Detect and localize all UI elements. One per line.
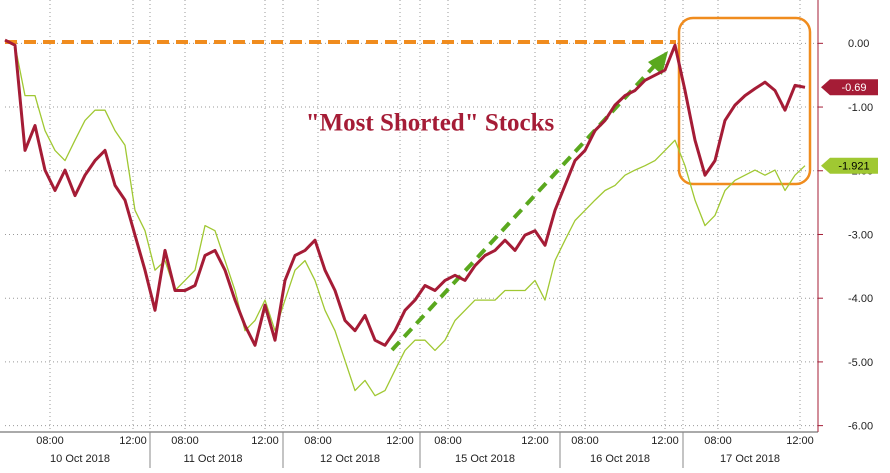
day-label: 17 Oct 2018 xyxy=(720,453,780,465)
arrow-head xyxy=(648,51,668,75)
x-tick-label: 08:00 xyxy=(571,435,599,447)
day-label: 10 Oct 2018 xyxy=(50,453,110,465)
x-tick-label: 12:00 xyxy=(521,435,549,447)
x-tick-label: 08:00 xyxy=(304,435,332,447)
x-tick-label: 08:00 xyxy=(434,435,462,447)
x-tick-label: 12:00 xyxy=(786,435,814,447)
day-label: 15 Oct 2018 xyxy=(455,453,515,465)
day-label: 12 Oct 2018 xyxy=(320,453,380,465)
y-tick-label: -6.00 xyxy=(848,421,873,433)
x-tick-label: 08:00 xyxy=(171,435,199,447)
lines xyxy=(4,38,806,397)
annotation: "Most Shorted" Stocks xyxy=(306,110,555,137)
grid-layer xyxy=(5,0,818,432)
x-tick-label: 12:00 xyxy=(386,435,414,447)
y-tick-label: -3.00 xyxy=(848,229,873,241)
x-tick-label: 12:00 xyxy=(251,435,279,447)
last-value-label: -1.921 xyxy=(838,161,869,173)
x-tick-label: 08:00 xyxy=(704,435,732,447)
day-label: 11 Oct 2018 xyxy=(183,453,242,465)
series-line xyxy=(4,39,806,397)
trend-arrow xyxy=(390,60,660,352)
last-value-flag xyxy=(821,157,878,174)
x-tick-label: 12:00 xyxy=(119,435,147,447)
y-tick-label: -5.00 xyxy=(848,357,873,369)
day-label: 16 Oct 2018 xyxy=(590,453,650,465)
x-tick-label: 08:00 xyxy=(36,435,64,447)
y-tick-label: 0.00 xyxy=(848,38,869,50)
highlight-box xyxy=(677,16,812,186)
y-tick-label: -4.00 xyxy=(848,293,873,305)
series-line xyxy=(4,38,806,347)
last-value-label: -0.69 xyxy=(841,82,866,94)
x-tick-label: 12:00 xyxy=(651,435,679,447)
y-tick-label: -1.00 xyxy=(848,102,873,114)
last-value-flag xyxy=(821,79,878,96)
